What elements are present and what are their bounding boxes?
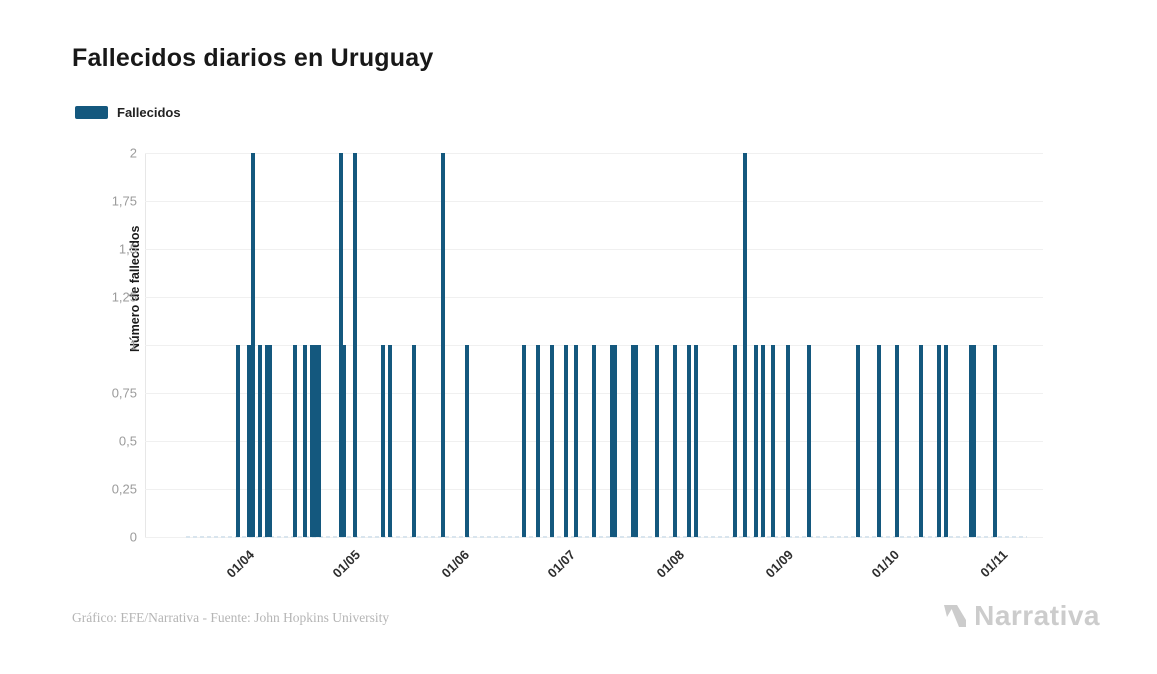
bar-2020-07-03[interactable] [574, 345, 579, 537]
bar-2020-04-21[interactable] [317, 345, 322, 537]
bar-2020-07-26[interactable] [655, 345, 660, 537]
bar-2020-04-27[interactable] [338, 153, 343, 537]
y-tick-label: 1 [129, 337, 137, 353]
bar-2020-05-18[interactable] [412, 345, 417, 537]
x-tick-label: 01/08 [653, 547, 688, 581]
bar-2020-05-01[interactable] [352, 153, 357, 537]
bar-2020-04-04[interactable] [257, 345, 262, 537]
y-tick-label: 2 [129, 145, 137, 161]
bar-2020-06-18[interactable] [521, 345, 526, 537]
legend-swatch [75, 106, 108, 119]
narrativa-logo-icon [944, 605, 967, 627]
y-tick-label: 0,75 [111, 385, 137, 401]
x-tick-label: 01/07 [544, 547, 578, 581]
bar-2020-07-13[interactable] [609, 345, 614, 537]
bar-2020-09-01[interactable] [785, 345, 790, 537]
bar-2020-04-20[interactable] [313, 345, 318, 537]
bar-2020-10-16[interactable] [943, 345, 948, 537]
source-credit: Gráfico: EFE/Narrativa - Fuente: John Ho… [72, 610, 390, 625]
gridline [145, 201, 1043, 202]
y-tick-label: 0 [129, 529, 137, 545]
bar-2020-04-17[interactable] [303, 345, 308, 537]
x-tick-label: 01/11 [977, 547, 1011, 581]
gridline [145, 249, 1043, 250]
bar-2020-10-02[interactable] [894, 345, 899, 537]
bar-2020-04-02[interactable] [250, 153, 255, 537]
bar-2020-08-23[interactable] [753, 345, 758, 537]
x-tick-label: 01/09 [762, 547, 797, 581]
bar-2020-10-09[interactable] [919, 345, 924, 537]
x-tick-label: 01/05 [329, 547, 364, 581]
bar-2020-10-30[interactable] [993, 345, 998, 537]
gridline [145, 297, 1043, 298]
bar-2020-04-07[interactable] [268, 345, 273, 537]
zero-baseline [185, 536, 1027, 538]
bar-2020-07-08[interactable] [591, 345, 596, 537]
narrativa-logo-text: Narrativa [974, 600, 1100, 631]
bar-2020-06-22[interactable] [535, 345, 540, 537]
bar-2020-08-25[interactable] [760, 345, 765, 537]
y-tick-label: 1,25 [111, 289, 137, 305]
bar-2020-04-01[interactable] [247, 345, 251, 537]
bar-2020-06-30[interactable] [563, 345, 568, 537]
bar-2020-08-06[interactable] [694, 345, 699, 537]
bar-2020-09-07[interactable] [806, 345, 811, 537]
bar-2020-04-06[interactable] [264, 345, 269, 537]
bar-2020-07-14[interactable] [613, 345, 618, 537]
bar-2020-05-11[interactable] [387, 345, 392, 537]
bar-2020-08-17[interactable] [732, 345, 737, 537]
y-tick-label: 0,5 [118, 433, 137, 449]
bar-2020-06-26[interactable] [549, 345, 554, 537]
y-tick-label: 0,25 [111, 481, 137, 497]
bar-2020-07-19[interactable] [630, 345, 635, 537]
bar-2020-06-02[interactable] [465, 345, 470, 537]
plot-area: 01/04 01/05 01/06 01/07 01/08 01/09 01/10 01/11 [145, 153, 1043, 581]
chart-title: Fallecidos diarios en Uruguay [72, 44, 434, 72]
y-tick-label: 1,5 [118, 241, 137, 257]
bar-2020-04-14[interactable] [292, 345, 297, 537]
bar-2020-03-29[interactable] [236, 345, 241, 537]
gridline [145, 153, 1043, 154]
bar-2020-08-04[interactable] [687, 345, 691, 537]
legend-label: Fallecidos [117, 105, 181, 120]
narrativa-logo: Narrativa [942, 600, 1100, 632]
x-tick-label: 01/10 [868, 547, 902, 581]
bar-2020-08-20[interactable] [743, 153, 748, 537]
bar-2020-04-19[interactable] [310, 345, 315, 537]
bar-2020-09-27[interactable] [877, 345, 882, 537]
bar-2020-05-26[interactable] [440, 153, 445, 537]
bar-2020-05-09[interactable] [380, 345, 385, 537]
bar-2020-09-21[interactable] [855, 345, 860, 537]
bar-2020-07-20[interactable] [634, 345, 639, 537]
bar-2020-08-28[interactable] [771, 345, 776, 537]
y-tick-label: 1,75 [111, 193, 137, 209]
bar-2020-10-24[interactable] [972, 345, 977, 537]
bar-2020-10-14[interactable] [936, 345, 941, 537]
bar-2020-10-23[interactable] [968, 345, 973, 537]
x-tick-label: 01/06 [438, 547, 473, 581]
bar-2020-04-28[interactable] [342, 345, 347, 537]
legend-item-fallecidos[interactable]: Fallecidos [75, 105, 181, 120]
x-tick-label: 01/04 [223, 547, 258, 581]
bar-2020-07-31[interactable] [672, 345, 677, 537]
